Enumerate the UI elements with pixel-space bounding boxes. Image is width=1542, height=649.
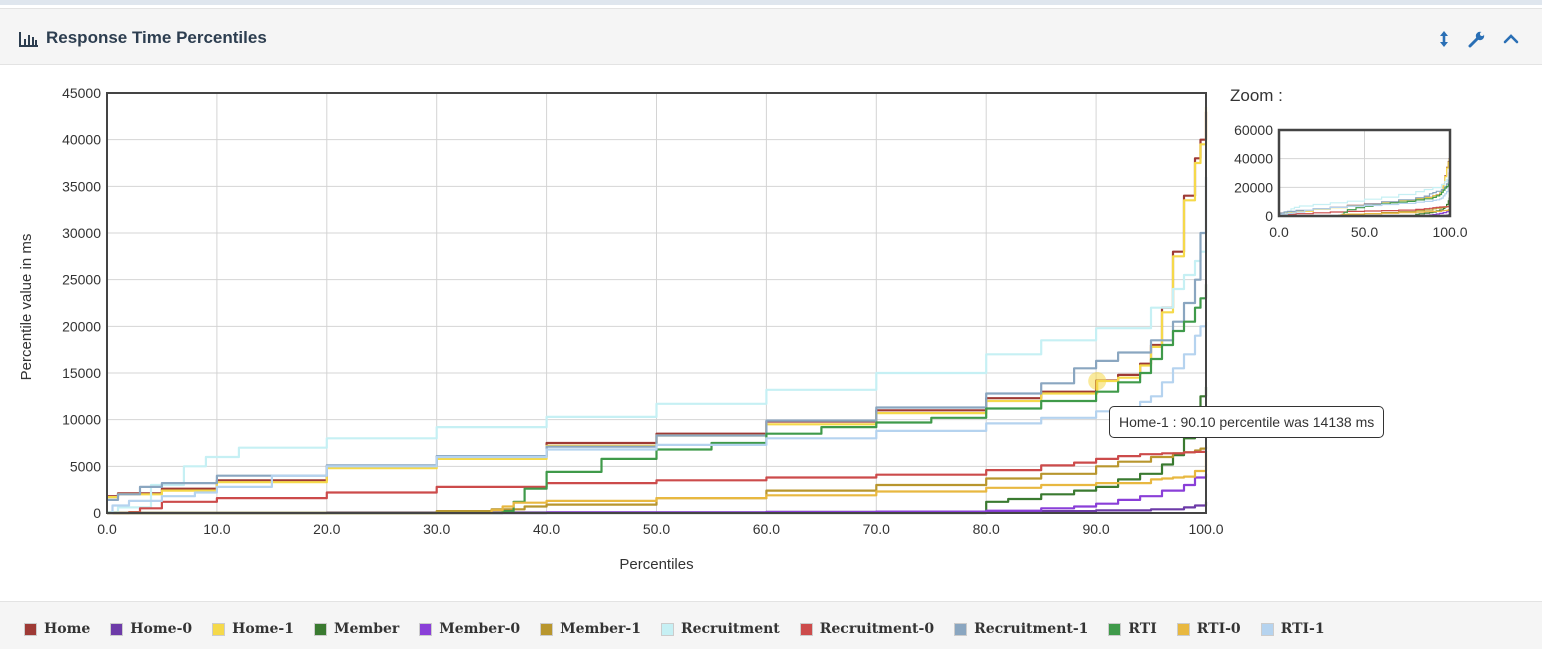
legend-item-recruitment[interactable]: Recruitment [660,621,780,637]
percentile-chart: 0 5000 10000 15000 20000 25000 30000 35000 40000… [18,85,1468,573]
x-tick-label: 40.0 [533,521,560,537]
zoom-series-line-recruitment [1279,174,1451,217]
y-tick-label: 35000 [62,178,101,194]
legend-label: Member-1 [560,621,641,637]
x-tick-label: 70.0 [863,521,890,537]
legend-label: RTI [1128,621,1157,637]
legend-label: Home-0 [130,621,193,637]
legend-label: Home-1 [232,621,294,637]
legend-label: Recruitment-1 [974,621,1089,637]
y-tick-label: 5000 [70,458,101,474]
x-tick-label: 60.0 [753,521,780,537]
y-axis-label: Percentile value in ms [18,234,35,381]
zoom-y-tick-label: 0 [1265,208,1273,224]
chevron-up-icon[interactable] [1502,30,1520,48]
x-tick-label: 80.0 [973,521,1000,537]
wrench-icon[interactable] [1468,30,1486,48]
y-tick-label: 10000 [62,412,101,428]
top-strip [0,0,1542,5]
y-tick-label: 0 [93,505,101,521]
zoom-y-tick-label: 20000 [1234,179,1273,195]
legend-label: Recruitment-0 [819,621,935,637]
legend-swatch [954,622,968,636]
x-tick-label: 0.0 [97,521,117,537]
plot-frame [106,92,1207,514]
legend-item-rti[interactable]: RTI [1108,621,1157,637]
y-axis-ticks: 0 5000 10000 15000 20000 25000 30000 35000 40000… [62,85,101,521]
legend: Home Home-0 Home-1 Member Member-0 Member-1 Re… [0,601,1542,649]
legend-item-rti-0[interactable]: RTI-0 [1176,621,1241,637]
zoom-overview[interactable] [1277,128,1452,218]
bar-chart-icon [19,32,38,47]
legend-swatch [540,622,554,636]
zoom-series-line-recruitment-0 [1279,206,1451,217]
x-tick-label: 30.0 [423,521,450,537]
zoom-y-tick-label: 40000 [1234,151,1273,167]
legend-item-rti-1[interactable]: RTI-1 [1260,621,1325,637]
highlight-group [1088,372,1107,391]
legend-swatch [313,622,327,636]
legend-label: Home [44,621,91,637]
legend-item-recruitment-1[interactable]: Recruitment-1 [954,621,1088,637]
x-tick-label: 90.0 [1082,521,1109,537]
legend-item-home-1[interactable]: Home-1 [212,621,294,637]
legend-swatch [110,622,124,636]
zoom-y-axis-ticks: 0 20000 40000 60000 [1234,122,1273,224]
y-tick-label: 15000 [62,365,101,381]
legend-label: RTI-0 [1196,621,1241,637]
zoom-x-axis-ticks: 0.0 50.0 100.0 [1269,224,1467,240]
legend-swatch [24,622,37,636]
panel-header: Response Time Percentiles [0,8,1542,65]
resize-vertical-icon[interactable] [1437,30,1451,48]
zoom-x-tick-label: 0.0 [1269,224,1289,240]
x-tick-label: 100.0 [1188,521,1223,537]
panel-title: Response Time Percentiles [46,28,267,47]
legend-swatch [1176,622,1190,636]
legend-swatch [212,622,226,636]
legend-swatch [660,622,674,636]
legend-label: Recruitment [680,621,780,637]
legend-label: RTI-1 [1280,621,1325,637]
legend-item-member-0[interactable]: Member-0 [419,621,520,637]
zoom-x-tick-label: 50.0 [1351,224,1378,240]
legend-swatch [419,622,433,636]
x-tick-label: 20.0 [313,521,340,537]
x-tick-label: 10.0 [203,521,230,537]
legend-swatch [1108,622,1122,636]
series-line-recruitment[interactable] [107,242,1208,514]
legend-item-home-0[interactable]: Home-0 [110,621,192,637]
legend-swatch [799,622,813,636]
y-tick-label: 30000 [62,225,101,241]
x-axis-ticks: 0.0 10.0 20.0 30.0 40.0 50.0 60.0 70.0 80.0 90.0 1… [97,521,1223,537]
zoom-series-line-rti-1 [1279,186,1451,217]
legend-label: Member-0 [439,621,521,637]
legend-item-member[interactable]: Member [313,621,400,637]
legend-swatch [1260,622,1274,636]
y-tick-label: 40000 [62,132,101,148]
x-tick-label: 50.0 [643,521,670,537]
legend-item-member-1[interactable]: Member-1 [540,621,641,637]
zoom-label: Zoom : [1230,86,1283,105]
zoom-x-tick-label: 100.0 [1432,224,1467,240]
zoom-series-line-rti [1279,180,1451,217]
series-line-rti-1[interactable] [107,321,1208,515]
y-tick-label: 20000 [62,318,101,334]
series-line-recruitment-0[interactable] [107,450,1208,515]
y-tick-label: 25000 [62,272,101,288]
series-line-rti[interactable] [107,284,1208,515]
zoom-grid-lines [1278,129,1451,217]
series-lines[interactable] [107,107,1208,515]
zoom-y-tick-label: 60000 [1234,122,1273,138]
hover-tooltip: Home-1 : 90.10 percentile was 14138 ms [1109,406,1385,438]
y-tick-label: 45000 [62,85,101,101]
legend-item-home[interactable]: Home [24,621,90,637]
highlight-point [1088,372,1107,391]
x-axis-label: Percentiles [619,556,693,573]
series-line-rti-0[interactable] [107,452,1208,515]
legend-label: Member [333,621,400,637]
legend-item-recruitment-0[interactable]: Recruitment-0 [799,621,935,637]
